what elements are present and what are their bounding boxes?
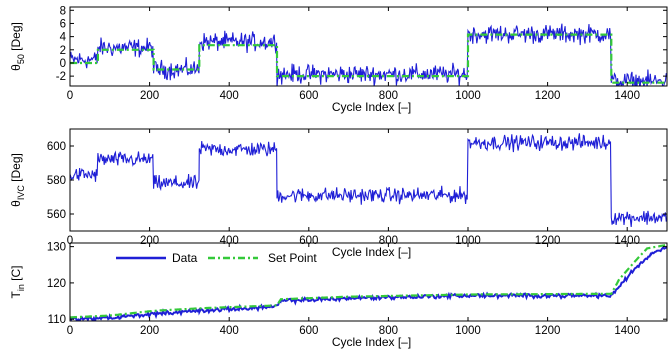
series-line-set-point xyxy=(70,243,667,319)
panel-t-in: 0 200 400 600 800 1000 1200 1400 110 120 130 Cycle… xyxy=(9,242,668,349)
x-tick-label: 0 xyxy=(67,235,73,247)
x-tick-label: 600 xyxy=(299,235,318,247)
series-line-set-point xyxy=(70,33,667,84)
x-tick-label: 400 xyxy=(220,90,239,102)
plot-frame xyxy=(69,6,668,87)
y-tick-label: 8 xyxy=(60,5,66,17)
y-tick-label: 6 xyxy=(60,18,66,30)
x-tick-label: 400 xyxy=(220,325,239,337)
y-axis-label: θ50 [Deg] xyxy=(9,22,26,71)
y-tick-label: 0 xyxy=(60,58,66,70)
legend-label-set-point: Set Point xyxy=(268,251,317,265)
x-tick-label: 600 xyxy=(299,325,318,337)
x-tick-label: 1200 xyxy=(535,235,561,247)
x-axis-label: Cycle Index [–] xyxy=(332,245,411,259)
series-line-data xyxy=(70,133,667,227)
x-tick-label: 1200 xyxy=(535,90,561,102)
x-tick-label: 200 xyxy=(140,235,159,247)
x-tick-label: 1400 xyxy=(614,90,640,102)
y-tick-label: 120 xyxy=(47,278,66,290)
plot-frame xyxy=(69,242,668,322)
x-tick-label: 800 xyxy=(379,325,398,337)
x-tick-label: 0 xyxy=(67,325,73,337)
x-tick-label: 1400 xyxy=(614,235,640,247)
x-tick-label: 1400 xyxy=(614,325,640,337)
x-tick-label: 800 xyxy=(379,235,398,247)
y-tick-label: -2 xyxy=(56,71,66,83)
y-tick-label: 580 xyxy=(47,175,66,187)
legend-label-data: Data xyxy=(172,251,198,265)
x-axis-label: Cycle Index [–] xyxy=(332,100,411,114)
y-tick-label: 130 xyxy=(47,242,66,254)
x-tick-label: 600 xyxy=(299,90,318,102)
x-tick-label: 1000 xyxy=(455,325,481,337)
series-layer xyxy=(70,133,667,227)
tick-layer: 0 200 400 600 800 1000 1200 1400 110 120 130 xyxy=(47,242,667,337)
x-tick-label: 0 xyxy=(67,90,73,102)
x-tick-label: 1200 xyxy=(535,325,561,337)
x-tick-label: 1000 xyxy=(455,90,481,102)
series-layer xyxy=(70,243,667,321)
x-tick-label: 200 xyxy=(140,90,159,102)
x-tick-label: 200 xyxy=(140,325,159,337)
x-tick-label: 1000 xyxy=(455,235,481,247)
y-axis-label: Tin [C] xyxy=(9,265,26,298)
panel-theta-ivc: 0 200 400 600 800 1000 1200 1400 560 580 600 Cycle… xyxy=(9,128,668,259)
y-tick-label: 4 xyxy=(60,32,67,44)
series-line-data xyxy=(70,23,667,86)
series-layer xyxy=(70,23,667,86)
y-tick-label: 2 xyxy=(60,45,66,57)
x-tick-label: 800 xyxy=(379,90,398,102)
tick-layer: 0 200 400 600 800 1000 1200 1400 560 580 600 xyxy=(47,129,667,247)
x-tick-label: 400 xyxy=(220,235,239,247)
y-axis-label: θIVC [Deg] xyxy=(9,153,26,207)
y-tick-label: 110 xyxy=(48,314,66,326)
y-tick-label: 560 xyxy=(47,209,66,221)
x-axis-label: Cycle Index [–] xyxy=(332,335,411,349)
y-tick-label: 600 xyxy=(47,141,66,153)
legend: Data Set Point xyxy=(116,251,317,265)
